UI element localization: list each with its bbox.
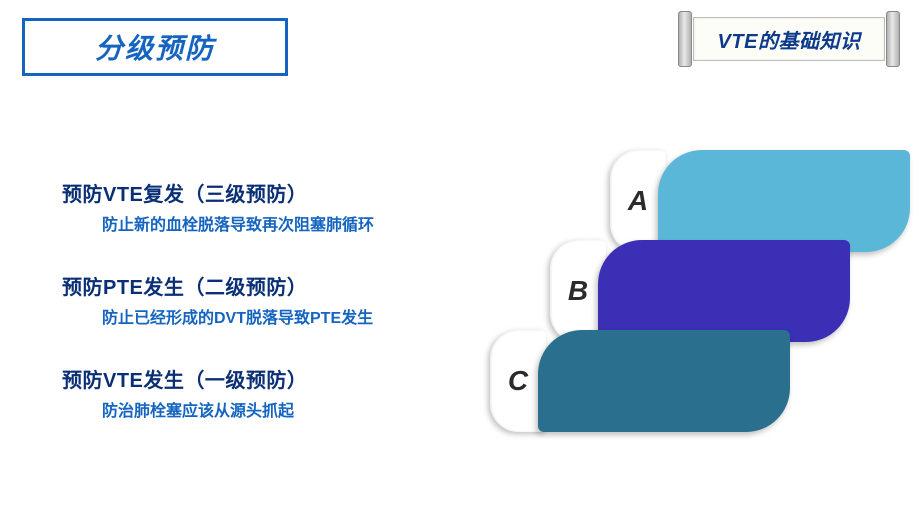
item-subtitle: 防治肺栓塞应该从源头抓起 [102, 397, 482, 421]
item-title: 预防PTE发生（二级预防） [62, 271, 482, 300]
item-subtitle: 防止新的血栓脱落导致再次阻塞肺循环 [102, 211, 482, 235]
item-title: 预防VTE复发（三级预防） [62, 178, 482, 207]
topic-badge-panel: VTE的基础知识 [693, 17, 885, 61]
diagram-step-a: A [610, 150, 910, 252]
leaf-icon [538, 330, 790, 432]
topic-badge-text: VTE的基础知识 [718, 25, 861, 54]
topic-badge: VTE的基础知识 [680, 12, 898, 66]
step-label: C [508, 365, 528, 397]
list-item: 预防VTE发生（一级预防） 防治肺栓塞应该从源头抓起 [62, 364, 482, 421]
slide-title-box: 分级预防 [22, 18, 288, 76]
stair-leaf-diagram: A B C [430, 150, 890, 470]
item-title: 预防VTE发生（一级预防） [62, 364, 482, 393]
scroll-roll-left [678, 11, 692, 67]
step-label: A [628, 185, 648, 217]
diagram-step-b: B [550, 240, 850, 342]
prevention-list: 预防VTE复发（三级预防） 防止新的血栓脱落导致再次阻塞肺循环 预防PTE发生（… [62, 178, 482, 457]
slide-title: 分级预防 [95, 27, 215, 67]
leaf-icon [658, 150, 910, 252]
leaf-icon [598, 240, 850, 342]
scroll-roll-right [886, 11, 900, 67]
item-subtitle: 防止已经形成的DVT脱落导致PTE发生 [102, 304, 482, 328]
step-label: B [568, 275, 588, 307]
diagram-step-c: C [490, 330, 790, 432]
list-item: 预防VTE复发（三级预防） 防止新的血栓脱落导致再次阻塞肺循环 [62, 178, 482, 235]
list-item: 预防PTE发生（二级预防） 防止已经形成的DVT脱落导致PTE发生 [62, 271, 482, 328]
